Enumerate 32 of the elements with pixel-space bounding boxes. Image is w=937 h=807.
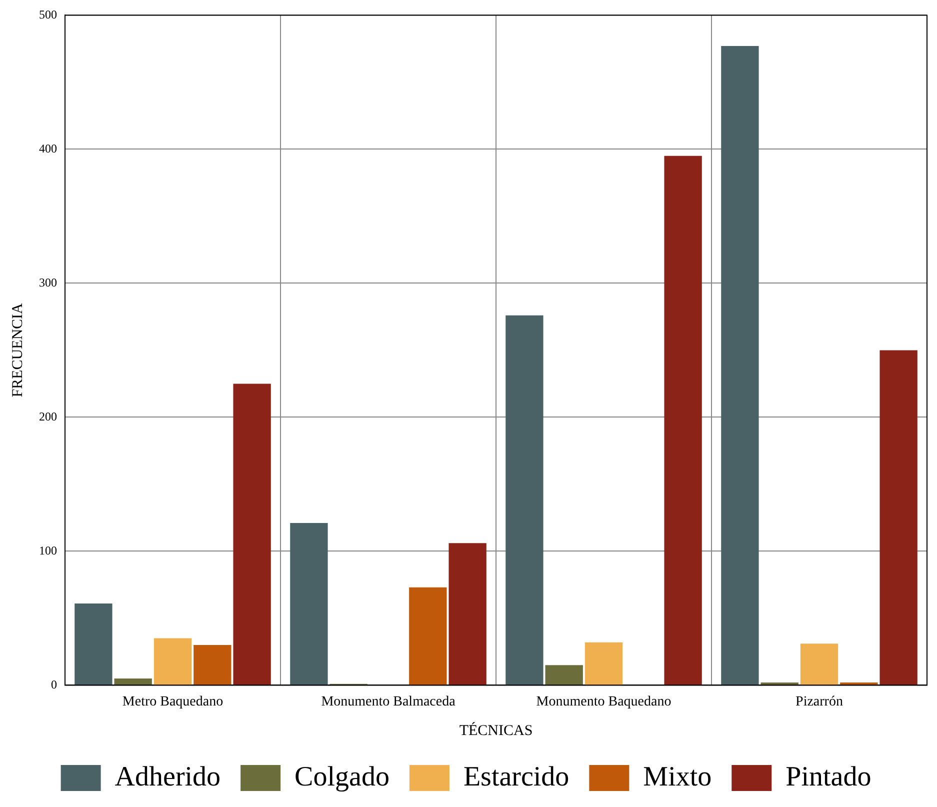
bar: [880, 350, 918, 685]
legend-label: Colgado: [294, 761, 390, 792]
bar: [114, 678, 152, 685]
bar: [448, 543, 486, 685]
bar: [584, 642, 623, 685]
legend-label: Mixto: [643, 761, 712, 792]
x-tick-label: Monumento Baquedano: [536, 694, 672, 710]
y-tick-label: 400: [39, 141, 57, 156]
bar: [409, 587, 447, 685]
bar: [664, 156, 702, 685]
bar: [800, 644, 838, 685]
y-tick-label: 100: [39, 543, 57, 558]
bar: [721, 46, 759, 685]
legend-label: Adherido: [114, 761, 221, 792]
y-tick-label: 0: [51, 677, 57, 692]
legend-label: Pintado: [786, 761, 872, 792]
y-tick-label: 200: [39, 409, 57, 424]
x-tick-label: Pizarrón: [796, 694, 843, 710]
x-tick-label: Monumento Balmaceda: [321, 694, 456, 710]
bar: [290, 523, 328, 685]
legend-label: Estarcido: [463, 761, 570, 792]
bar: [545, 665, 583, 685]
x-tick-label: Metro Baquedano: [122, 694, 224, 710]
y-axis-title: FRECUENCIA: [10, 302, 26, 398]
bar: [154, 638, 192, 685]
bar: [506, 315, 544, 685]
y-tick-label: 300: [39, 275, 57, 290]
bar: [233, 384, 271, 685]
bar: [74, 603, 112, 685]
y-tick-label: 500: [39, 7, 57, 22]
x-axis-title: TÉCNICAS: [459, 722, 533, 739]
bar: [194, 645, 232, 685]
